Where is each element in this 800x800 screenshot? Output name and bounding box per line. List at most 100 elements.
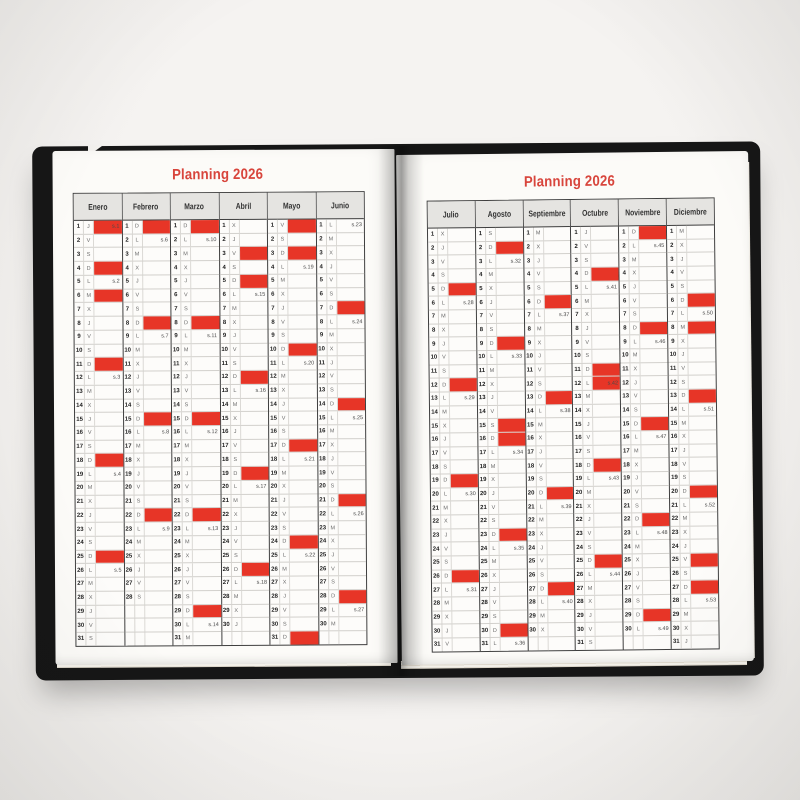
note-cell <box>688 348 715 361</box>
day-row-19: 19 D <box>220 466 269 481</box>
day-number <box>221 631 232 645</box>
note-cell <box>339 631 367 644</box>
day-number: 6 <box>74 289 85 303</box>
day-row-16: 16 D <box>478 432 526 447</box>
day-row-13: 13 M <box>573 390 621 405</box>
weekday-letter: D <box>677 294 688 307</box>
weekday-letter: V <box>489 597 501 610</box>
note-cell <box>641 376 668 389</box>
weekday-letter: L <box>230 480 242 494</box>
weekday-letter: D <box>535 391 546 405</box>
weekday-letter: X <box>679 430 690 444</box>
weekday-letter: V <box>328 562 339 576</box>
day-row-11: 11 V <box>525 363 573 378</box>
day-row-22: 22 D <box>172 508 221 523</box>
month-header: Julio <box>427 201 475 229</box>
day-number: 29 <box>527 610 539 624</box>
note-cell <box>595 582 622 595</box>
day-number: 31 <box>173 632 184 646</box>
weekday-letter: V <box>581 240 592 254</box>
weekday-letter: X <box>85 495 96 509</box>
day-number: 25 <box>269 549 280 563</box>
week-number-label: s.44 <box>609 571 621 578</box>
note-cell <box>593 391 620 404</box>
note-cell <box>290 618 318 631</box>
note-cell <box>144 495 172 508</box>
weekday-letter: X <box>583 404 594 418</box>
day-number: 1 <box>170 220 181 234</box>
weekday-letter: D <box>439 378 450 392</box>
weekday-letter: X <box>133 357 144 371</box>
day-number: 17 <box>123 440 134 454</box>
weekday-letter: S <box>327 384 338 397</box>
note-cell <box>241 426 269 439</box>
day-row-16: 16 J <box>220 425 269 440</box>
day-row-25: 25 D <box>75 550 124 565</box>
weekday-letter: M <box>632 540 643 554</box>
weekday-letter: X <box>537 528 548 541</box>
note-cell <box>452 611 479 624</box>
note-cell <box>290 577 318 590</box>
day-number: 8 <box>122 316 134 330</box>
day-row-21: 21 S <box>124 495 172 510</box>
day-row-16: 16 V <box>573 431 621 446</box>
note-cell <box>642 513 670 527</box>
day-row-27: 27 X <box>270 576 318 591</box>
weekday-letter: J <box>132 275 143 289</box>
note-cell <box>690 444 717 457</box>
note-cell <box>337 343 365 356</box>
week-number-label: s.51 <box>703 406 715 413</box>
weekday-letter: J <box>486 296 497 310</box>
day-row-17: 17 M <box>621 444 669 459</box>
day-row-17: 17 X <box>317 438 366 453</box>
note-cell <box>145 605 173 618</box>
day-row-28: 28 D <box>318 589 367 604</box>
day-number: 13 <box>171 385 182 398</box>
day-number: 23 <box>574 527 585 541</box>
day-row-27: 27 D <box>671 580 719 596</box>
day-row-25: 25 X <box>124 549 172 564</box>
day-number: 25 <box>318 548 329 562</box>
day-number: 13 <box>268 384 279 398</box>
weekday-letter: M <box>327 425 338 439</box>
day-number: 1 <box>73 220 84 234</box>
day-row-30: 30 M <box>318 617 367 632</box>
weekday-letter: S <box>440 460 451 474</box>
day-number: 16 <box>478 433 489 446</box>
weekday-letter: D <box>438 283 449 296</box>
note-cell <box>337 274 365 287</box>
weekday-letter: V <box>583 431 594 445</box>
week-number-label: s.7 <box>161 333 169 340</box>
note-cell <box>687 293 715 307</box>
day-row-23: 23 J <box>431 528 479 544</box>
note-cell <box>643 595 670 608</box>
day-row-29: 29 M <box>671 608 719 623</box>
weekday-letter: V <box>486 309 497 323</box>
day-number: 26 <box>172 563 184 577</box>
weekday-letter: L <box>133 330 144 344</box>
day-number: 1 <box>523 227 534 241</box>
note-cell <box>145 632 173 645</box>
day-number: 6 <box>122 289 133 303</box>
day-number: 6 <box>667 294 678 307</box>
note-cell <box>337 288 365 301</box>
day-row-22: 22 X <box>221 508 269 523</box>
day-number: 11 <box>220 357 231 371</box>
day-row-16: 16 V <box>75 426 123 441</box>
day-number: 15 <box>525 418 536 432</box>
note-cell <box>690 485 717 499</box>
day-row-11: 11 D <box>74 357 123 372</box>
note-cell <box>591 226 618 239</box>
note-cell <box>143 248 171 261</box>
